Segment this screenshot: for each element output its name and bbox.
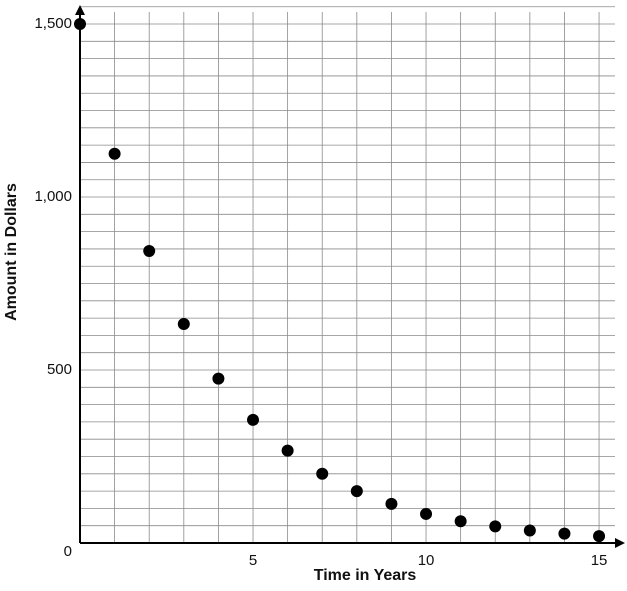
y-axis-arrow <box>75 5 85 15</box>
x-axis-arrow <box>615 538 625 548</box>
x-tick-label: 5 <box>249 552 257 569</box>
point <box>108 147 121 160</box>
point <box>281 444 294 457</box>
point <box>420 507 433 520</box>
point <box>316 467 329 480</box>
y-tick-label: 1,500 <box>34 15 72 32</box>
y-tick-label: 500 <box>47 361 72 378</box>
y-tick-label: 0 <box>64 543 72 560</box>
x-axis-title: Time in Years <box>314 567 417 584</box>
point <box>143 244 156 257</box>
point <box>489 520 502 533</box>
point <box>350 485 363 498</box>
point <box>454 515 467 528</box>
y-axis-title: Amount in Dollars <box>3 183 20 321</box>
point <box>385 497 398 510</box>
y-tick-label: 1,000 <box>34 188 72 205</box>
point <box>523 524 536 537</box>
point <box>247 413 260 426</box>
x-tick-label: 15 <box>591 552 608 569</box>
x-tick-label: 10 <box>418 552 435 569</box>
point <box>74 18 86 31</box>
point <box>177 317 190 330</box>
point <box>593 530 606 543</box>
point <box>212 372 225 385</box>
point <box>558 527 571 540</box>
